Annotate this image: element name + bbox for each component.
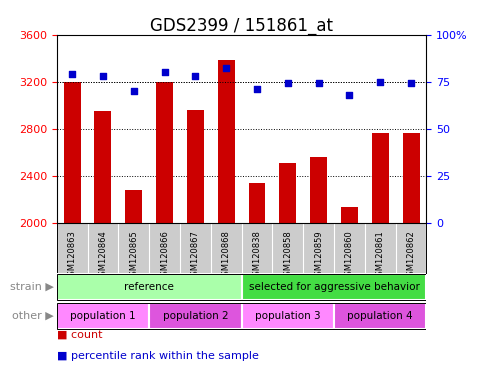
Text: strain ▶: strain ▶ <box>10 282 54 292</box>
Text: GSM120864: GSM120864 <box>99 230 107 281</box>
Point <box>99 73 107 79</box>
Point <box>315 80 322 86</box>
Bar <box>187 110 204 384</box>
Point <box>284 80 292 86</box>
Point <box>161 69 169 75</box>
Text: reference: reference <box>124 282 174 292</box>
Text: GSM120866: GSM120866 <box>160 230 169 281</box>
Text: GSM120868: GSM120868 <box>222 230 231 281</box>
Bar <box>57 274 242 300</box>
Bar <box>156 82 173 384</box>
Title: GDS2399 / 151861_at: GDS2399 / 151861_at <box>150 17 333 35</box>
Text: GSM120859: GSM120859 <box>314 230 323 281</box>
Text: GSM120838: GSM120838 <box>252 230 261 281</box>
Bar <box>310 157 327 384</box>
Bar <box>64 82 80 384</box>
Text: ■ percentile rank within the sample: ■ percentile rank within the sample <box>57 351 258 361</box>
Text: GSM120860: GSM120860 <box>345 230 354 281</box>
Point <box>253 86 261 92</box>
Text: GSM120867: GSM120867 <box>191 230 200 281</box>
Point <box>407 80 415 86</box>
Text: GSM120863: GSM120863 <box>68 230 76 281</box>
Bar <box>403 133 420 384</box>
Bar <box>372 133 388 384</box>
Bar <box>95 111 111 384</box>
Bar <box>242 303 334 329</box>
Bar <box>125 190 142 384</box>
Text: GSM120861: GSM120861 <box>376 230 385 281</box>
Point <box>346 92 353 98</box>
Text: population 3: population 3 <box>255 311 320 321</box>
Bar <box>334 303 426 329</box>
Point <box>130 88 138 94</box>
Bar <box>242 274 426 300</box>
Bar <box>149 303 242 329</box>
Point <box>191 73 199 79</box>
Text: selected for aggressive behavior: selected for aggressive behavior <box>248 282 420 292</box>
Bar <box>280 163 296 384</box>
Bar <box>248 183 265 384</box>
Point <box>376 79 384 85</box>
Bar <box>218 60 235 384</box>
Text: other ▶: other ▶ <box>12 311 54 321</box>
Text: population 4: population 4 <box>348 311 413 321</box>
Point <box>68 71 76 77</box>
Text: GSM120865: GSM120865 <box>129 230 138 281</box>
Bar <box>341 207 358 384</box>
Point <box>222 65 230 71</box>
Text: GSM120862: GSM120862 <box>407 230 416 281</box>
Text: population 2: population 2 <box>163 311 228 321</box>
Text: population 1: population 1 <box>70 311 136 321</box>
Text: ■ count: ■ count <box>57 330 102 340</box>
Bar <box>57 303 149 329</box>
Text: GSM120858: GSM120858 <box>283 230 292 281</box>
